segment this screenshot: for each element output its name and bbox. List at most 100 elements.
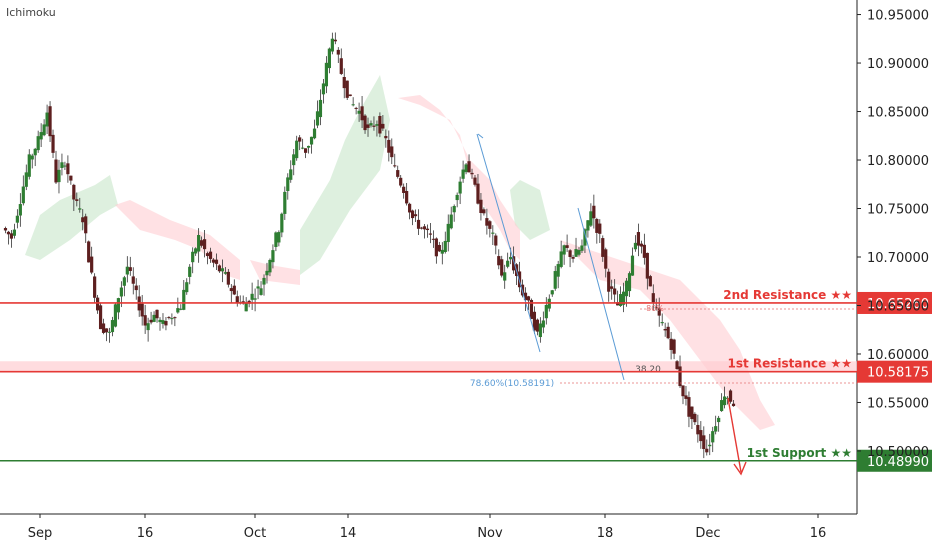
candle-body (277, 232, 281, 243)
candle-body (149, 319, 153, 323)
level-price-value: 10.48990 (867, 455, 929, 470)
ichimoku-cloud-bull (300, 75, 390, 275)
candle-body (387, 139, 391, 153)
candle-body (526, 296, 531, 301)
candle-body (6, 231, 11, 235)
candle-body (194, 248, 198, 254)
candle-body (470, 172, 474, 175)
candle-body (416, 219, 421, 229)
candle-body (283, 191, 287, 214)
candle-body (318, 99, 323, 118)
candle-body (161, 320, 165, 324)
candle-body (15, 215, 19, 223)
candle-body (494, 235, 498, 246)
projection-arrow (727, 397, 742, 473)
candle-body (684, 395, 688, 399)
candle-body (405, 190, 409, 204)
candle-body (571, 256, 575, 259)
x-tick-label: 14 (340, 526, 357, 541)
level-label: 2nd Resistance ★★ (723, 288, 852, 302)
candle-body (336, 49, 340, 55)
candle-body (27, 154, 31, 177)
candle-body (577, 250, 581, 255)
candle-body (208, 251, 213, 259)
candle-body (639, 243, 643, 247)
candle-body (271, 250, 275, 263)
candle-body (488, 221, 492, 229)
candle-body (78, 208, 82, 210)
x-tick-label: Sep (28, 526, 53, 541)
candle-body (30, 155, 34, 160)
y-tick-label: 10.60000 (867, 348, 929, 363)
candle-body (517, 271, 522, 288)
candle-body (90, 256, 94, 273)
candle-body (384, 135, 388, 139)
candle-body (669, 338, 673, 350)
fib-label-786: 78.60%(10.58191) (470, 379, 554, 389)
candle-body (167, 317, 171, 319)
candle-body (152, 314, 156, 322)
candle-body (503, 272, 507, 281)
candle-body (122, 277, 126, 286)
candle-body (304, 148, 308, 153)
candle-body (425, 228, 430, 231)
resistance-zone (0, 361, 857, 373)
candle-body (110, 320, 115, 333)
candle-body (467, 161, 471, 173)
ichimoku-cloud-bull (510, 180, 550, 240)
candle-body (372, 125, 376, 127)
candle-body (562, 245, 566, 255)
candle-body (532, 311, 537, 331)
x-tick-label: 18 (597, 526, 614, 541)
candle-body (731, 403, 736, 407)
candle-body (45, 112, 49, 127)
candle-body (24, 172, 28, 187)
level-price-value: 10.65260 (867, 297, 929, 312)
candle-body (657, 308, 661, 316)
candle-body (613, 288, 617, 295)
candle-body (553, 271, 557, 289)
candle-body (235, 296, 239, 304)
candle-body (197, 234, 201, 252)
candle-body (348, 94, 352, 97)
candle-body (464, 164, 468, 173)
candle-body (595, 219, 599, 233)
candle-body (330, 38, 334, 52)
candle-body (413, 214, 418, 217)
candle-body (146, 323, 150, 331)
candle-body (434, 238, 438, 257)
candle-body (21, 186, 25, 204)
candle-body (675, 361, 679, 370)
ichimoku-cloud-bear (560, 240, 775, 430)
candle-body (666, 326, 670, 339)
candle-body (116, 298, 121, 313)
y-tick-label: 10.75000 (867, 203, 929, 218)
candle-body (601, 238, 605, 257)
candle-body (81, 217, 85, 223)
candle-body (292, 154, 296, 166)
candle-body (259, 288, 263, 295)
candle-body (440, 249, 444, 254)
candle-body (202, 239, 207, 250)
candle-body (687, 397, 691, 417)
candle-body (642, 244, 646, 258)
x-tick-label: Nov (477, 526, 503, 541)
x-tick-label: Oct (244, 526, 266, 541)
candle-body (583, 229, 587, 246)
y-tick-label: 10.70000 (867, 251, 929, 266)
candle-body (720, 400, 724, 412)
candle-body (541, 320, 545, 328)
candle-body (678, 366, 682, 387)
candle-body (101, 323, 106, 333)
candle-body (422, 226, 427, 230)
candle-body (452, 205, 456, 213)
candle-body (170, 318, 174, 320)
level-label: 1st Support ★★ (747, 446, 852, 460)
candle-body (722, 396, 727, 406)
indicator-label: Ichimoku (6, 6, 56, 19)
candle-body (298, 137, 302, 142)
candle-body (98, 305, 103, 330)
candle-body (69, 175, 73, 181)
candle-body (604, 249, 608, 269)
